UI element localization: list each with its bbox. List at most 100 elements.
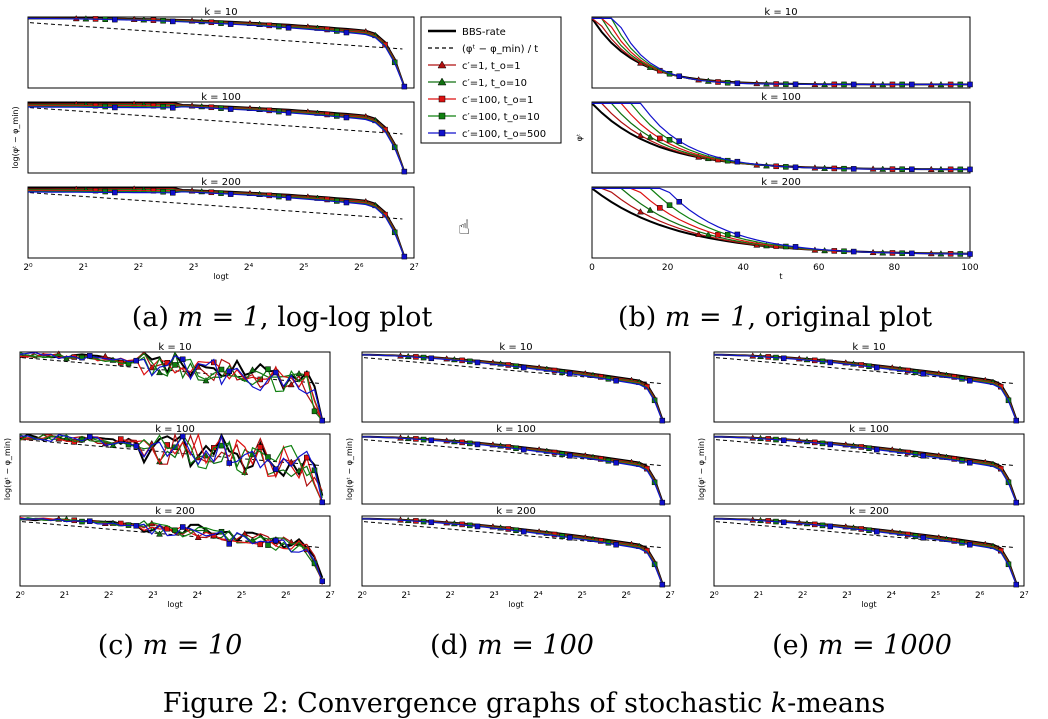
series-marker — [273, 369, 279, 376]
series-line — [19, 433, 323, 498]
plot-panel-e-3 — [713, 515, 1025, 588]
series-line — [713, 436, 1017, 503]
panel-title: k = 200 — [849, 506, 889, 517]
series-marker — [63, 354, 70, 362]
series-marker — [646, 206, 654, 213]
x-axis-label: logt — [213, 272, 228, 281]
series-marker — [613, 541, 619, 548]
x-tick-label: 2⁴ — [192, 591, 202, 601]
series-marker — [734, 80, 741, 87]
series-marker — [967, 251, 973, 257]
y-axis-label: log(φᵗ − φ_min) — [3, 438, 12, 500]
plot-panel-e-1 — [713, 351, 1025, 424]
x-tick-label: 2⁶ — [621, 591, 631, 601]
series-marker — [172, 362, 178, 368]
reference-dashed-line — [715, 357, 1015, 384]
series-marker — [428, 355, 435, 362]
series-marker — [343, 199, 350, 206]
panel-title: k = 100 — [761, 92, 801, 103]
series-marker — [125, 360, 132, 367]
series-line — [19, 351, 323, 421]
panel-title: k = 100 — [849, 424, 889, 435]
series-line — [19, 518, 323, 582]
plot-panel-b-3 — [591, 186, 973, 259]
series-marker — [792, 81, 799, 88]
series-marker — [285, 195, 292, 201]
x-tick-label: 2⁴ — [886, 591, 896, 601]
series-line — [591, 17, 970, 86]
x-tick-label: 2⁷ — [325, 591, 335, 601]
legend-marker — [438, 112, 446, 120]
series-marker — [967, 377, 973, 384]
series-marker — [226, 368, 232, 374]
plot-panel-c-1 — [19, 350, 331, 424]
series-marker — [112, 104, 118, 111]
series-line — [713, 436, 1017, 503]
plot-panel-b-1 — [591, 16, 973, 89]
series-marker — [273, 466, 279, 472]
reference-dashed-line — [21, 521, 321, 548]
series-marker — [676, 73, 682, 80]
legend-label: c′=100, t_o=1 — [462, 95, 533, 106]
x-tick-label: 2⁰ — [15, 591, 25, 601]
legend-marker — [438, 129, 446, 137]
series-line — [713, 354, 1017, 421]
panel-title: k = 200 — [761, 177, 801, 188]
x-tick-label: 2⁵ — [299, 263, 309, 273]
series-marker — [474, 359, 481, 366]
series-marker — [724, 231, 731, 238]
series-marker — [218, 366, 225, 373]
legend-label: c′=1, t_o=1 — [462, 61, 521, 72]
series-marker — [226, 460, 232, 466]
series-marker — [474, 523, 481, 530]
series-marker — [676, 198, 682, 205]
series-marker — [133, 443, 139, 449]
series-marker — [401, 168, 408, 175]
series-marker — [637, 208, 644, 215]
series-marker — [734, 231, 741, 238]
series-marker — [659, 499, 666, 506]
series-marker — [319, 417, 325, 424]
legend-label: c′=100, t_o=500 — [462, 129, 546, 140]
x-tick-label: 2⁶ — [975, 591, 985, 601]
panel-frame — [27, 16, 415, 89]
y-axis-label: log(φᵗ − φ_min) — [697, 438, 706, 500]
series-marker — [226, 541, 232, 547]
panel-frame — [361, 515, 671, 587]
y-axis-label: log(φᵗ − φ_min) — [11, 106, 20, 168]
x-tick-label: 2⁰ — [357, 591, 367, 601]
series-marker — [874, 364, 880, 371]
x-tick-label: 2⁵ — [577, 591, 587, 601]
series-line — [28, 101, 406, 172]
series-line — [592, 102, 970, 170]
series-marker — [295, 467, 303, 474]
panel-frame — [361, 351, 671, 423]
series-marker — [285, 25, 292, 31]
series-marker — [850, 248, 857, 255]
x-tick-label: 2⁰ — [709, 591, 719, 601]
series-marker — [676, 138, 682, 144]
reference-dashed-line — [29, 22, 403, 50]
series-marker — [102, 188, 108, 195]
legend-label: c′=100, t_o=10 — [462, 112, 540, 123]
series-marker — [112, 16, 118, 23]
panel-frame — [591, 101, 971, 174]
panel-frame — [27, 186, 415, 259]
series-marker — [118, 436, 124, 442]
series-line — [19, 432, 323, 503]
series-line — [19, 432, 324, 497]
x-tick-label: 60 — [813, 263, 825, 273]
series-marker — [285, 110, 292, 116]
series-marker — [704, 231, 712, 238]
legend-marker — [438, 95, 446, 103]
series-marker — [257, 444, 263, 450]
x-tick-label: 0 — [589, 263, 595, 273]
series-marker — [792, 164, 799, 171]
series-marker — [637, 131, 644, 139]
series-marker — [781, 355, 787, 362]
series-marker — [319, 578, 325, 584]
x-tick-label: 2⁴ — [244, 263, 254, 273]
series-line — [361, 518, 663, 585]
panel-title: k = 100 — [496, 424, 536, 435]
series-line — [713, 354, 1017, 421]
